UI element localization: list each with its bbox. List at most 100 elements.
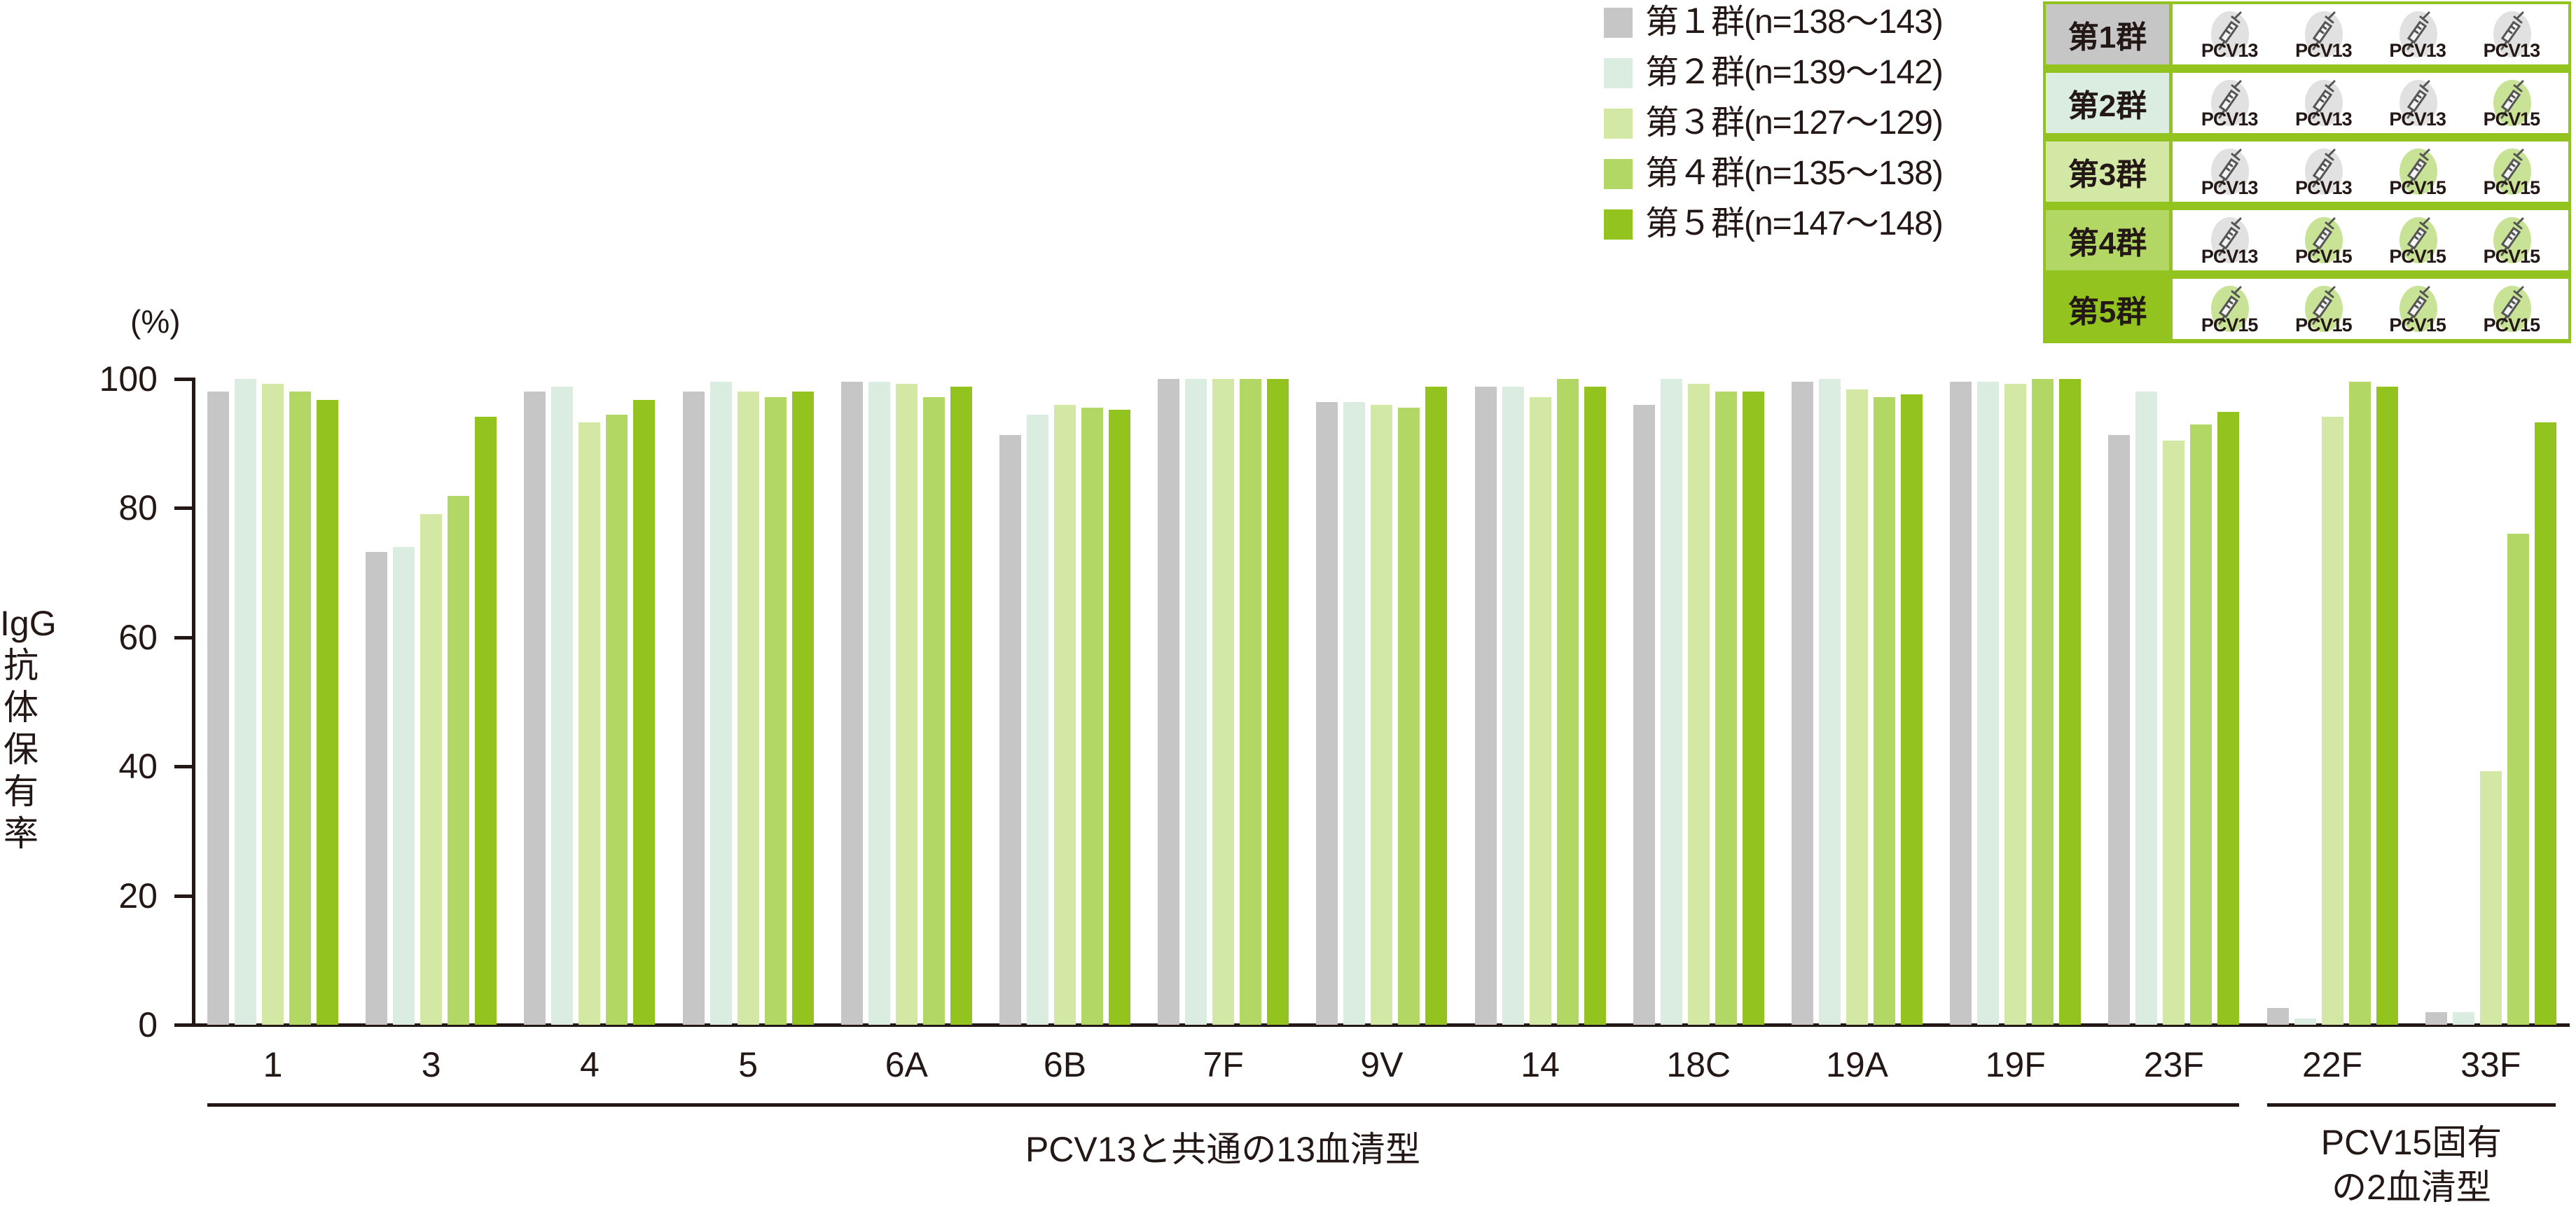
y-tick-mark: [174, 894, 193, 898]
syringe-icon: [2215, 284, 2246, 326]
schedule-row: 第2群 PCV13 PCV13 PCV13 PCV15: [2046, 73, 2568, 133]
bar: [1027, 414, 1048, 1025]
bar: [895, 384, 917, 1025]
bar: [1529, 396, 1551, 1025]
dose-item: PCV15: [2281, 279, 2365, 339]
bar: [1846, 389, 1868, 1025]
syringe-icon: [2498, 147, 2528, 189]
bar: [448, 495, 470, 1025]
x-category-label: 3: [421, 1045, 441, 1084]
x-category-label: 1: [263, 1045, 283, 1084]
bar: [235, 379, 256, 1025]
schedule-doses: PCV13 PCV13 PCV15 PCV15: [2173, 141, 2568, 202]
bar: [922, 396, 945, 1025]
legend-item: 第４群(n=135〜138): [1604, 155, 1944, 192]
syringe-icon: [2404, 10, 2435, 52]
bar: [317, 399, 338, 1025]
legend-item: 第１群(n=138〜143): [1604, 6, 1944, 39]
legend-label: 第３群(n=127〜129): [1645, 104, 1944, 141]
bar: [1371, 404, 1393, 1025]
legend-swatch: [1604, 57, 1633, 88]
dose-item: PCV15: [2470, 141, 2554, 202]
dose-vaccine-label: PCV15: [2295, 315, 2353, 336]
syringe-icon: [2309, 216, 2340, 258]
bar: [366, 552, 388, 1025]
dose-item: PCV13: [2376, 73, 2460, 133]
bar: [1212, 379, 1235, 1025]
syringe-icon: [2309, 10, 2340, 52]
y-axis-title: IgG 抗体保有率: [0, 602, 57, 855]
x-category-label: 22F: [2302, 1045, 2363, 1084]
y-axis-title-char: IgG: [0, 604, 57, 643]
bar: [1874, 396, 1895, 1025]
bar: [2452, 1012, 2474, 1025]
dose-vaccine-label: PCV15: [2483, 109, 2541, 130]
bar: [2348, 381, 2371, 1025]
bar: [1633, 404, 1655, 1025]
syringe-icon: [2404, 216, 2435, 258]
syringe-icon: [2215, 216, 2246, 258]
syringe-icon: [2498, 284, 2528, 326]
schedule-doses: PCV13 PCV13 PCV13 PCV15: [2173, 73, 2568, 133]
x-category-label: 18C: [1666, 1045, 1731, 1084]
bar: [1081, 407, 1103, 1025]
bar: [475, 417, 497, 1025]
group-label-unique-line1: PCV15固有: [2320, 1123, 2502, 1162]
group-underline-unique: [2267, 1103, 2556, 1107]
bar: [262, 384, 284, 1025]
dose-vaccine-label: PCV15: [2483, 177, 2541, 198]
dose-vaccine-label: PCV13: [2295, 177, 2353, 198]
bar: [2163, 440, 2185, 1025]
y-axis-title-char: 率: [4, 814, 39, 853]
dose-item: PCV13: [2281, 73, 2365, 133]
bar: [709, 381, 732, 1025]
dose-item: PCV15: [2470, 279, 2554, 339]
schedule-group-label: 第3群: [2046, 141, 2173, 202]
dose-item: PCV15: [2470, 73, 2554, 133]
syringe-icon: [2309, 284, 2340, 326]
bar: [393, 546, 415, 1025]
legend-label: 第２群(n=139〜142): [1645, 54, 1944, 91]
bar: [633, 399, 656, 1025]
bar: [2135, 392, 2158, 1025]
schedule-group-label: 第4群: [2046, 210, 2173, 270]
syringe-icon: [2404, 147, 2435, 189]
bar: [791, 392, 814, 1025]
dose-item: PCV13: [2187, 73, 2271, 133]
vaccination-schedule-table: 第1群 PCV13 PCV13 PCV13 PCV13 第2群 PCV13 PCV13 PCV1…: [2043, 1, 2571, 343]
x-category-label: 6A: [885, 1045, 928, 1084]
y-tick-label: 60: [118, 617, 158, 657]
syringe-icon: [2498, 216, 2528, 258]
dose-vaccine-label: PCV15: [2483, 315, 2541, 336]
dose-vaccine-label: PCV13: [2201, 40, 2259, 61]
bar: [1950, 381, 1972, 1025]
group-label-unique-line2: の2血清型: [2332, 1168, 2491, 1207]
dose-vaccine-label: PCV15: [2389, 177, 2446, 198]
y-axis-title-char: 抗: [4, 646, 39, 685]
legend-swatch: [1604, 108, 1633, 139]
y-tick-mark: [174, 506, 193, 511]
x-category-label: 19A: [1826, 1045, 1888, 1084]
dose-vaccine-label: PCV15: [2389, 246, 2446, 267]
bar: [737, 392, 759, 1025]
bar: [1715, 392, 1737, 1025]
bar: [1742, 392, 1764, 1025]
legend-label: 第４群(n=135〜138): [1645, 155, 1944, 192]
x-category-label: 14: [1521, 1045, 1560, 1084]
bar: [1316, 402, 1338, 1025]
bar: [2190, 424, 2213, 1025]
bar: [1687, 384, 1710, 1025]
y-axis-title-char: 有: [4, 772, 39, 811]
bar: [764, 396, 787, 1025]
x-category-label: 6B: [1043, 1045, 1087, 1084]
group-label-common: PCV13と共通の13血清型: [1025, 1130, 1421, 1169]
bar: [1185, 379, 1207, 1025]
dose-item: PCV15: [2470, 210, 2554, 270]
bar: [2217, 412, 2240, 1025]
bar: [1977, 381, 2000, 1025]
bar: [2376, 387, 2398, 1025]
y-axis-line: [192, 378, 195, 1026]
dose-vaccine-label: PCV15: [2389, 315, 2446, 336]
bar: [551, 387, 574, 1025]
bar: [1792, 381, 1813, 1025]
